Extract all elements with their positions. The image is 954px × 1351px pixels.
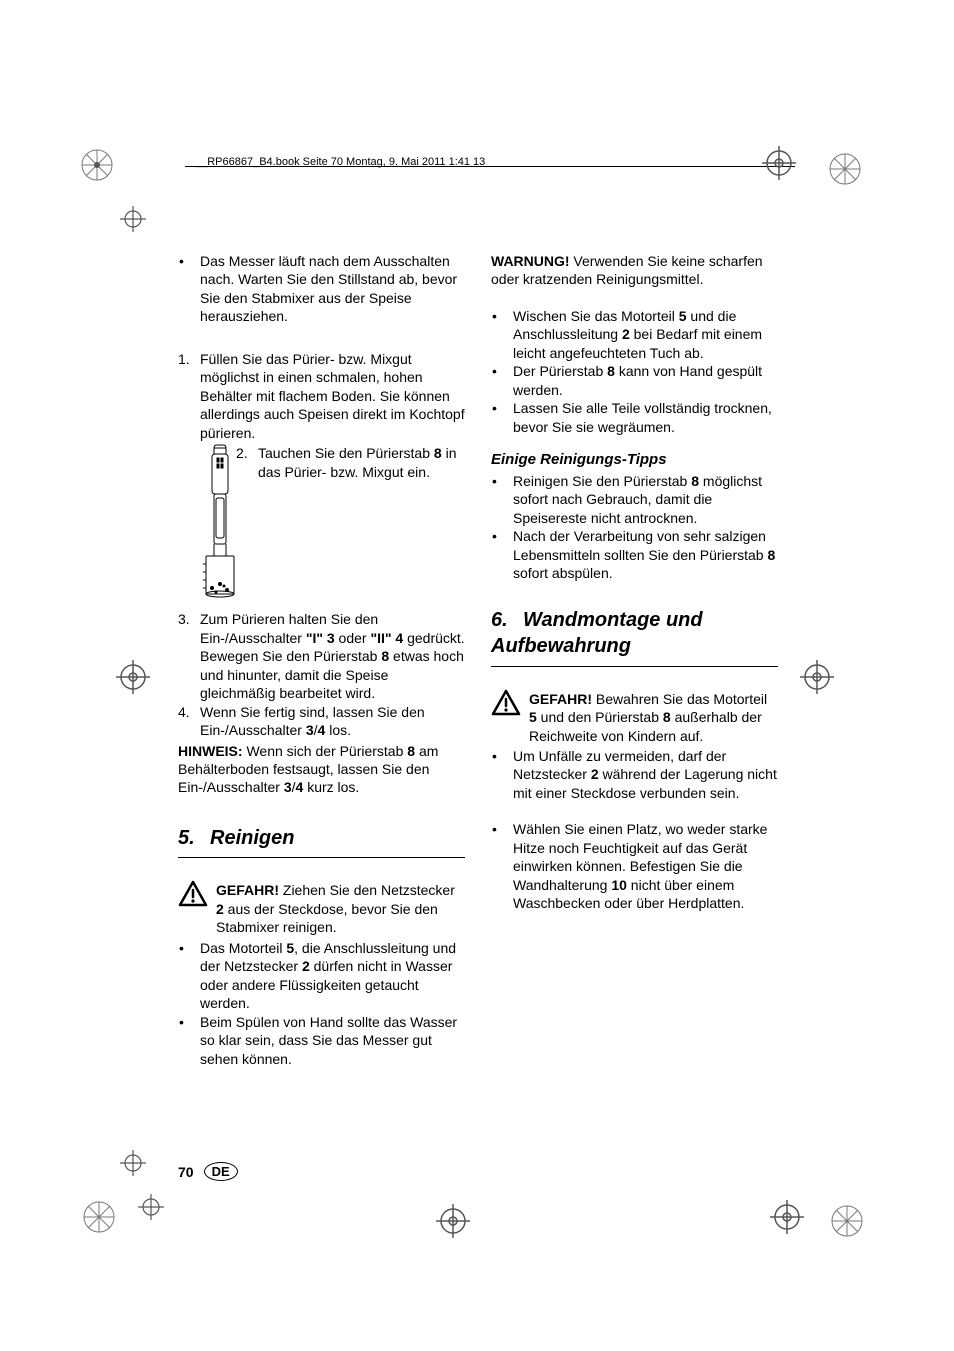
gefahr-6-row: GEFAHR! Bewahren Sie das Motorteil 5 und… (491, 689, 778, 745)
right-bullet-2: • Der Pürierstab 8 kann von Hand gespült… (491, 362, 778, 399)
language-badge: DE (204, 1162, 238, 1181)
right-column: WARNUNG! Verwenden Sie keine scharfen od… (491, 252, 778, 1068)
warnung-block: WARNUNG! Verwenden Sie keine scharfen od… (491, 252, 778, 289)
tip-2: • Nach der Verarbeitung von sehr salzige… (491, 527, 778, 582)
registration-mark (770, 1200, 804, 1234)
warning-triangle-icon (178, 880, 208, 936)
clean-bullet-1: • Das Motorteil 5, die Anschlussleitung … (178, 939, 465, 1013)
step-4: 4. Wenn Sie fertig sind, lassen Sie den … (178, 703, 465, 740)
step-1-text: Füllen Sie das Pürier- bzw. Mixgut mögli… (200, 350, 465, 442)
page-number: 70 (178, 1164, 194, 1180)
step-4-text: Wenn Sie fertig sind, lassen Sie den Ein… (200, 703, 465, 740)
right-bullet-1: • Wischen Sie das Motorteil 5 und die An… (491, 307, 778, 362)
gefahr-5-row: GEFAHR! Ziehen Sie den Netzstecker 2 aus… (178, 880, 465, 936)
warning-triangle-icon (491, 689, 521, 745)
step-2-row: 2. Tauchen Sie den Pürierstab 8 in das P… (178, 444, 465, 602)
step-3: 3. Zum Pürieren halten Sie den Ein-/Auss… (178, 610, 465, 702)
gefahr-5-text: GEFAHR! Ziehen Sie den Netzstecker 2 aus… (216, 880, 465, 936)
s6-bullet-1-text: Um Unfälle zu vermeiden, darf der Netzst… (513, 747, 778, 802)
registration-mark (116, 1146, 150, 1180)
tip-1: • Reinigen Sie den Pürierstab 8 möglichs… (491, 472, 778, 527)
registration-mark (116, 660, 150, 694)
registration-mark (82, 1200, 116, 1234)
tips-heading: Einige Reinigungs-Tipps (491, 450, 778, 470)
hinweis-block: HINWEIS: Wenn sich der Pürierstab 8 am B… (178, 742, 465, 797)
right-bullet-2-text: Der Pürierstab 8 kann von Hand gespült w… (513, 362, 778, 399)
step-3-text: Zum Pürieren halten Sie den Ein-/Ausscha… (200, 610, 465, 702)
step-1: 1. Füllen Sie das Pürier- bzw. Mixgut mö… (178, 350, 465, 442)
blender-icon (178, 444, 226, 602)
step-2: 2. Tauchen Sie den Pürierstab 8 in das P… (236, 444, 465, 481)
right-bullet-1-text: Wischen Sie das Motorteil 5 und die Ansc… (513, 307, 778, 362)
left-column: • Das Messer läuft nach dem Ausschalten … (178, 252, 465, 1068)
clean-bullet-2-text: Beim Spülen von Hand sollte das Wasser s… (200, 1013, 465, 1068)
registration-mark (830, 1204, 864, 1238)
registration-mark (134, 1190, 168, 1224)
registration-mark (762, 146, 796, 180)
tip-1-text: Reinigen Sie den Pürierstab 8 möglichst … (513, 472, 778, 527)
registration-mark (436, 1204, 470, 1238)
page-footer: 70 DE (178, 1162, 238, 1181)
header-text: __RP66867_B4.book Seite 70 Montag, 9. Ma… (195, 156, 485, 168)
section-5-heading: 5.Reinigen (178, 825, 465, 851)
section-6-heading: 6.Wandmontage und Aufbewahrung (491, 607, 778, 660)
clean-bullet-2: • Beim Spülen von Hand sollte das Wasser… (178, 1013, 465, 1068)
intro-bullet-text: Das Messer läuft nach dem Ausschalten na… (200, 252, 465, 326)
gefahr-6-text: GEFAHR! Bewahren Sie das Motorteil 5 und… (529, 689, 778, 745)
registration-mark (828, 152, 862, 186)
right-bullet-3-text: Lassen Sie alle Teile vollständig trockn… (513, 399, 778, 436)
registration-mark (116, 202, 150, 236)
right-bullet-3: • Lassen Sie alle Teile vollständig troc… (491, 399, 778, 436)
registration-mark (80, 148, 114, 182)
s6-bullet-2: • Wählen Sie einen Platz, wo weder stark… (491, 820, 778, 912)
s6-bullet-1: • Um Unfälle zu vermeiden, darf der Netz… (491, 747, 778, 802)
step-2-text: Tauchen Sie den Pürierstab 8 in das Püri… (258, 444, 465, 481)
content-area: • Das Messer läuft nach dem Ausschalten … (178, 252, 778, 1068)
s6-bullet-2-text: Wählen Sie einen Platz, wo weder starke … (513, 820, 778, 912)
clean-bullet-1-text: Das Motorteil 5, die Anschlussleitung un… (200, 939, 465, 1013)
tip-2-text: Nach der Verarbeitung von sehr salzigen … (513, 527, 778, 582)
registration-mark (800, 660, 834, 694)
intro-bullet: • Das Messer läuft nach dem Ausschalten … (178, 252, 465, 326)
